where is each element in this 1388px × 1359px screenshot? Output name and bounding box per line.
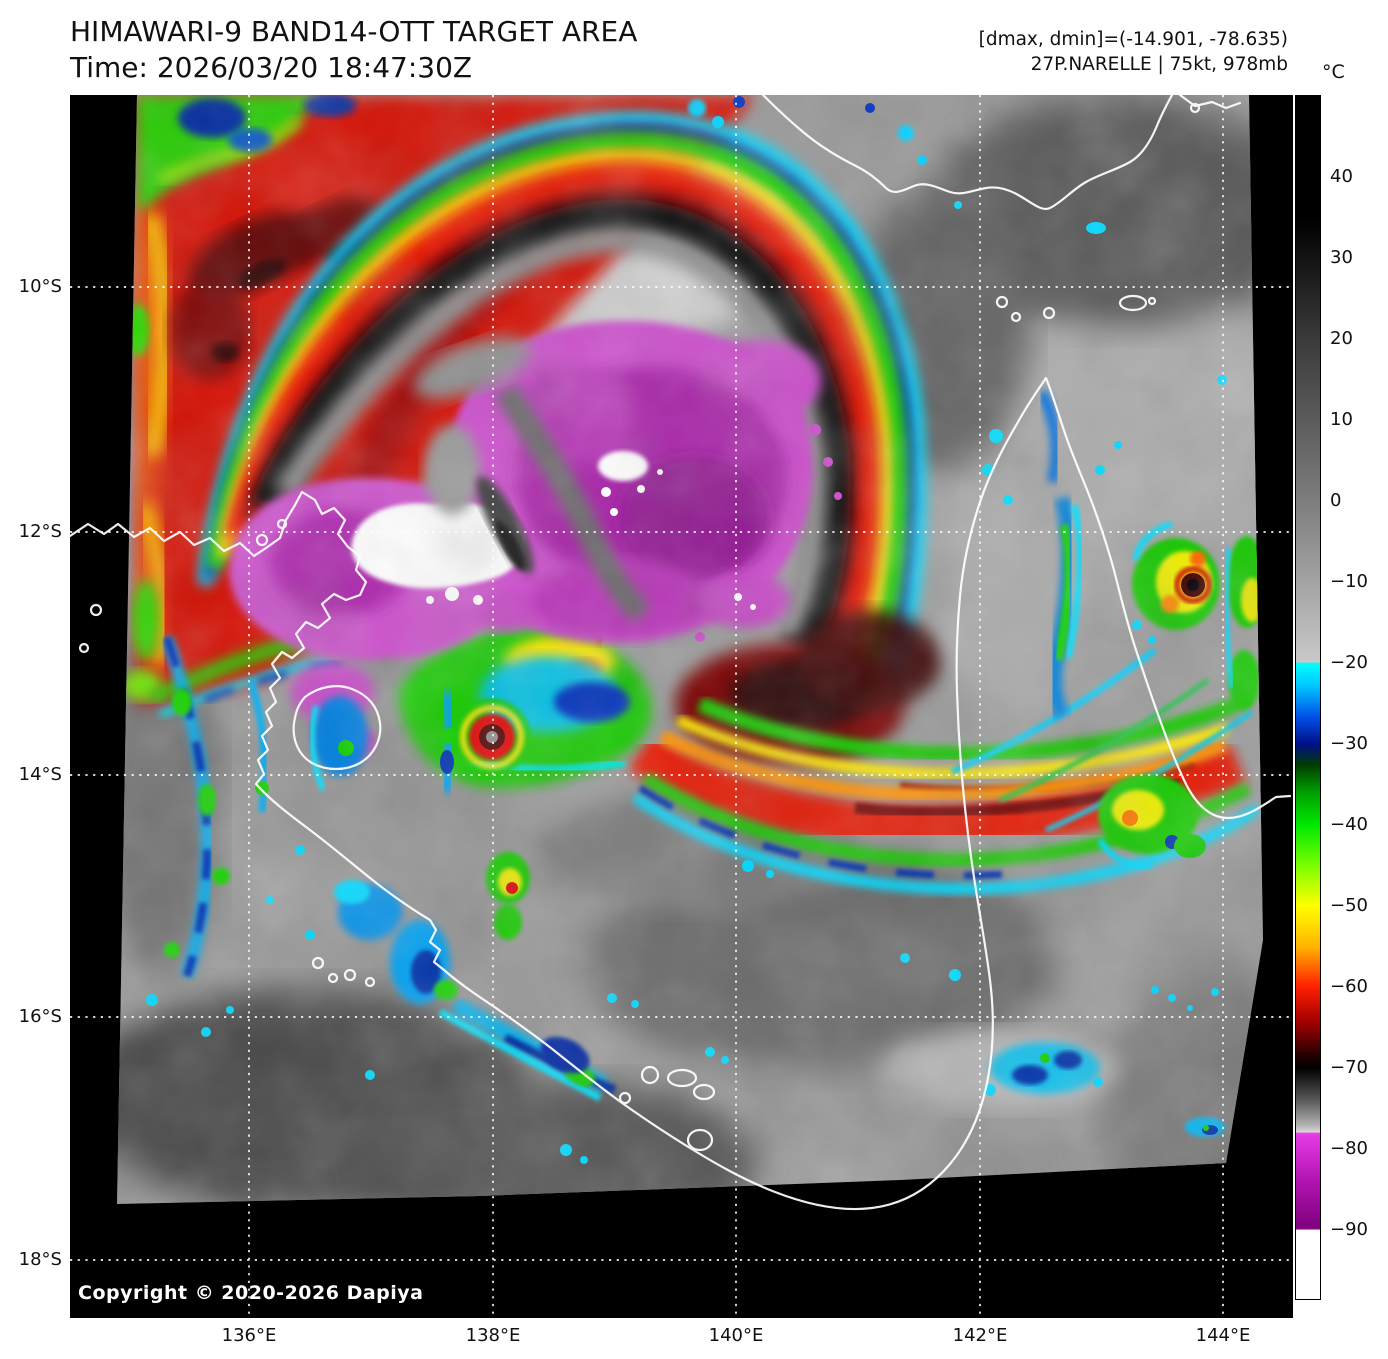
colorbar-tick: −60: [1330, 976, 1368, 997]
satellite-image: [70, 95, 1293, 1318]
lon-label: 144°E: [1195, 1325, 1251, 1346]
satellite-plot: [70, 95, 1293, 1318]
lon-label: 136°E: [221, 1325, 277, 1346]
lon-label: 140°E: [708, 1325, 764, 1346]
storm-info: 27P.NARELLE | 75kt, 978mb: [1030, 54, 1288, 75]
lat-label: 12°S: [18, 521, 62, 542]
colorbar-tick: −80: [1330, 1138, 1368, 1159]
colorbar-tick: −90: [1330, 1219, 1368, 1240]
lat-label: 10°S: [18, 276, 62, 297]
dmax-dmin-readout: [dmax, dmin]=(-14.901, -78.635): [978, 29, 1288, 50]
colorbar-tick: 40: [1330, 166, 1353, 187]
copyright-notice: Copyright © 2020-2026 Dapiya: [78, 1282, 424, 1304]
timestamp: Time: 2026/03/20 18:47:30Z: [70, 51, 473, 84]
lat-label: 14°S: [18, 764, 62, 785]
colorbar-tick: −10: [1330, 571, 1368, 592]
colorbar-tick: 20: [1330, 328, 1353, 349]
lon-label: 142°E: [952, 1325, 1008, 1346]
lat-label: 18°S: [18, 1249, 62, 1270]
annotation-block: [dmax, dmin]=(-14.901, -78.635) 27P.NARE…: [979, 27, 1288, 77]
coastlines: [70, 95, 1292, 1211]
colorbar-tick: −30: [1330, 733, 1368, 754]
data-swath: [117, 95, 1263, 1204]
colorbar-unit: °C: [1322, 61, 1345, 83]
colorbar-tick: −50: [1330, 895, 1368, 916]
temperature-colorbar: [1295, 95, 1321, 1300]
colorbar-tick: −40: [1330, 814, 1368, 835]
colorbar-tick: −70: [1330, 1057, 1368, 1078]
page-title: HIMAWARI-9 BAND14-OTT TARGET AREA: [70, 15, 638, 48]
colorbar-tick: 0: [1330, 490, 1342, 511]
lat-label: 16°S: [18, 1006, 62, 1027]
lon-label: 138°E: [465, 1325, 521, 1346]
colorbar-tick: 30: [1330, 247, 1353, 268]
title-block: HIMAWARI-9 BAND14-OTT TARGET AREA Time: …: [70, 14, 637, 86]
colorbar-tick: −20: [1330, 652, 1368, 673]
colorbar-tick: 10: [1330, 409, 1353, 430]
